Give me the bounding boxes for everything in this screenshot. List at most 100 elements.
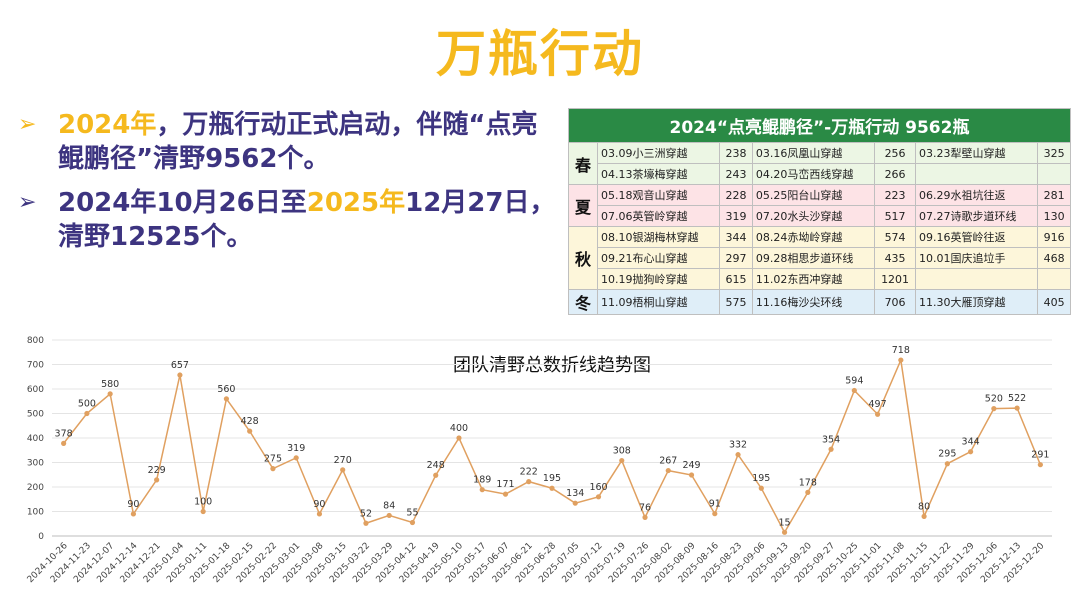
- data-label: 580: [101, 379, 119, 390]
- data-label: 560: [217, 384, 235, 395]
- count-cell: 319: [719, 205, 753, 227]
- data-point: [316, 511, 323, 517]
- data-label: 90: [313, 499, 325, 510]
- data-label: 195: [543, 473, 561, 484]
- season-cell: 冬: [568, 289, 598, 315]
- y-tick-label: 0: [38, 532, 44, 542]
- count-cell: 281: [1037, 184, 1071, 206]
- data-label: 90: [127, 499, 139, 510]
- event-cell: 10.19抛狗岭穿越: [596, 268, 721, 290]
- data-point: [642, 514, 648, 520]
- count-cell: 468: [1037, 247, 1071, 269]
- data-point: [991, 406, 997, 412]
- table-row: 09.21布心山穿越 297 09.28相思步道环线 435 10.01国庆追垃手 468: [569, 247, 1071, 269]
- data-point: [874, 411, 881, 417]
- data-label: 160: [589, 482, 607, 493]
- bullet-1-part-2: ，万瓶行动正式启动，伴随“点亮鲲鹏径”清野9562个。: [58, 110, 538, 174]
- table-row: 夏 05.18观音山穿越 228 05.25阳台山穿越 223 06.29水祖坑往返 281: [568, 184, 1071, 227]
- data-point: [107, 391, 113, 397]
- arrow-bullet-icon: ➢: [18, 190, 37, 215]
- data-label: 497: [869, 399, 887, 410]
- count-cell: 615: [719, 268, 753, 290]
- data-point: [130, 511, 136, 517]
- table-row: 07.06英管岭穿越 319 07.20水头沙穿越 517 07.27诗歌步道环线 130: [569, 205, 1071, 227]
- table-row: 10.19抛狗岭穿越 615 11.02东西冲穿越 1201: [569, 268, 1071, 290]
- y-tick-label: 100: [27, 508, 44, 518]
- event-cell: 09.21布心山穿越: [596, 247, 721, 269]
- data-point: [898, 357, 904, 363]
- data-point: [456, 435, 462, 441]
- count-cell: 574: [874, 226, 917, 248]
- data-label: 84: [383, 500, 395, 511]
- count-cell: 916: [1037, 226, 1071, 248]
- season-cell: 秋: [568, 226, 598, 290]
- count-cell: 228: [719, 184, 753, 206]
- data-label: 332: [729, 440, 747, 451]
- y-tick-label: 400: [27, 434, 44, 444]
- data-label: 295: [938, 449, 956, 460]
- event-cell: 11.16梅沙尖环线: [751, 289, 876, 315]
- count-cell: 243: [719, 163, 753, 185]
- data-point: [549, 485, 555, 491]
- data-label: 15: [779, 517, 791, 528]
- data-label: 55: [406, 508, 418, 519]
- data-label: 400: [450, 423, 468, 434]
- count-cell: 575: [719, 289, 753, 315]
- count-cell: 223: [874, 184, 917, 206]
- event-cell: 08.10银湖梅林穿越: [596, 226, 721, 248]
- data-point: [968, 449, 974, 455]
- data-label: 275: [264, 454, 282, 465]
- data-label: 189: [473, 475, 491, 486]
- bullet-item-2: ➢ 2024年10月26日至2025年12月27日，清野12525个。: [18, 186, 563, 254]
- count-cell: 297: [719, 247, 753, 269]
- data-label: 171: [496, 479, 514, 490]
- data-point: [688, 472, 695, 478]
- event-cell: 07.06英管岭穿越: [596, 205, 721, 227]
- data-label: 249: [682, 460, 700, 471]
- count-cell: 435: [874, 247, 917, 269]
- y-tick-label: 500: [27, 410, 44, 420]
- data-label: 520: [985, 394, 1003, 405]
- data-label: 594: [845, 375, 863, 386]
- data-label: 80: [918, 501, 930, 512]
- event-cell: 07.20水头沙穿越: [751, 205, 876, 227]
- data-point: [828, 446, 834, 452]
- table-row: 冬 11.09梧桐山穿越 575 11.16梅沙尖环线 706 11.30大雁顶穿越 405: [568, 289, 1071, 315]
- page-title: 万瓶行动: [436, 25, 644, 83]
- count-cell: 1201: [874, 268, 917, 290]
- data-point: [851, 387, 857, 394]
- table-title: 2024“点亮鲲鹏径”-万瓶行动 9562瓶: [568, 108, 1071, 143]
- y-tick-label: 600: [27, 385, 44, 395]
- data-point: [595, 494, 602, 500]
- data-point: [433, 472, 439, 478]
- event-cell: 11.02东西冲穿越: [751, 268, 876, 290]
- data-label: 178: [799, 477, 817, 488]
- data-point: [409, 519, 416, 526]
- data-label: 134: [566, 488, 584, 499]
- data-label: 229: [148, 465, 166, 476]
- chart-title: 团队清野总数折线趋势图: [453, 355, 651, 376]
- data-point: [1014, 405, 1020, 411]
- event-cell: 07.27诗歌步道环线: [915, 205, 1039, 227]
- data-point: [363, 520, 369, 526]
- data-label: 267: [659, 456, 677, 467]
- y-tick-label: 200: [27, 483, 44, 493]
- data-point: [805, 489, 811, 495]
- count-cell: 130: [1037, 205, 1071, 227]
- count-cell: 344: [719, 226, 753, 248]
- bullet-2-part-1: 2024年10月26日至: [58, 188, 307, 218]
- data-point: [340, 467, 346, 473]
- data-point: [944, 461, 950, 467]
- bullet-1-part-1: 2024年: [58, 110, 157, 140]
- event-cell: [915, 163, 1039, 185]
- event-cell: 03.23犁壁山穿越: [915, 142, 1039, 164]
- data-label: 500: [78, 399, 96, 410]
- event-cell: 03.09小三洲穿越: [596, 142, 721, 164]
- count-cell: 266: [874, 163, 917, 185]
- data-label: 522: [1008, 393, 1026, 404]
- data-point: [223, 396, 230, 402]
- table-row: 秋 08.10银湖梅林穿越 344 08.24赤坳岭穿越 574 09.16英管岭往返 91…: [568, 226, 1071, 290]
- data-label: 308: [613, 446, 631, 457]
- data-point: [619, 457, 625, 464]
